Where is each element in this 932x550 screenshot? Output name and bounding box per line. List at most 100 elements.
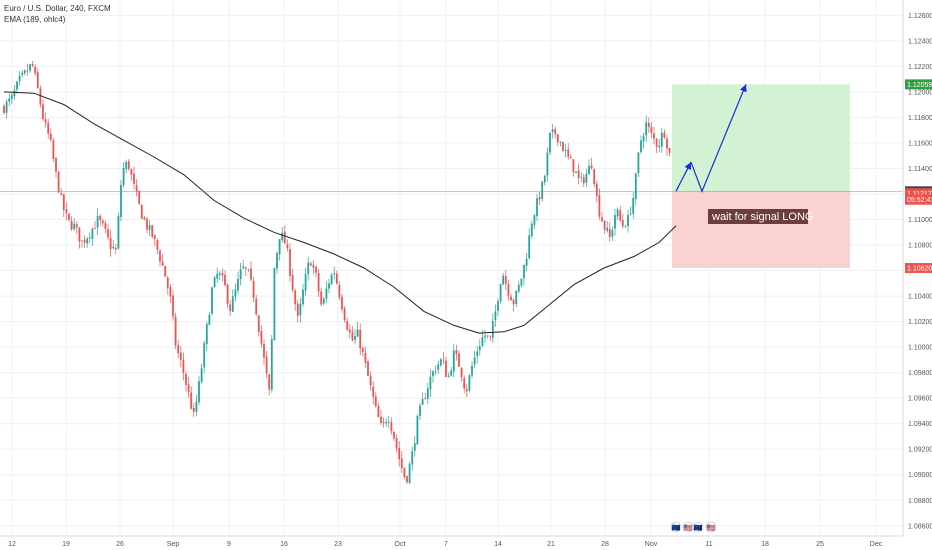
price-axis[interactable]: 1.12600 1.12400 1.12200 1.12000 1.11800 1.116…	[902, 0, 932, 550]
candle-body	[252, 280, 255, 299]
candle-body	[86, 238, 89, 244]
time-tick-label: Nov	[645, 541, 658, 548]
chart-legend: Euro / U.S. Dollar, 240, FXCM EMA (189, …	[4, 3, 111, 25]
position-zones[interactable]	[672, 84, 850, 268]
candle-body	[29, 64, 31, 71]
candle-body	[447, 375, 450, 377]
candle-body	[138, 190, 141, 204]
candle-body	[307, 262, 310, 275]
candle-body	[666, 138, 668, 149]
price-tag	[905, 188, 932, 199]
candle-body	[601, 217, 603, 222]
price-tick-label: 1.09800	[908, 370, 932, 377]
candle-body	[640, 140, 642, 152]
loss-zone	[672, 191, 850, 268]
ema-line	[3, 91, 677, 334]
projection-arrow[interactable]	[675, 84, 747, 193]
candle-body	[101, 220, 104, 224]
candle-body	[523, 264, 525, 279]
candle-body	[42, 104, 44, 120]
candle-body	[281, 232, 284, 241]
event-flag-icon: 🇺🇸	[707, 524, 716, 532]
candle-body	[302, 289, 304, 305]
symbol-title[interactable]: Euro / U.S. Dollar, 240, FXCM	[4, 4, 111, 13]
candle-body	[81, 240, 83, 242]
candle-body	[520, 278, 523, 286]
candle-body	[330, 274, 333, 285]
candle-body	[104, 223, 107, 229]
candle-body	[16, 81, 18, 90]
candle-body	[343, 308, 346, 321]
candle-body	[556, 134, 559, 143]
candle-body	[408, 463, 411, 483]
candle-body	[395, 438, 398, 449]
candle-body	[260, 331, 263, 344]
candle-body	[211, 287, 213, 314]
candle-body	[270, 339, 273, 390]
signal-note-box	[708, 209, 808, 224]
event-icons[interactable]: 🇪🇺 🇺🇸 🇪🇺 🇺🇸	[670, 521, 717, 533]
indicator-label[interactable]: EMA (189, ohlc4)	[4, 15, 66, 24]
candle-body	[146, 218, 148, 230]
candle-body	[5, 101, 8, 113]
candle-body	[8, 98, 11, 102]
candle-body	[140, 204, 143, 219]
candle-body	[629, 213, 632, 215]
candle-body	[55, 157, 57, 172]
candle-body	[471, 365, 473, 376]
candle-body	[533, 215, 536, 225]
price-tick-label: 1.11000	[908, 217, 932, 224]
candle-body	[218, 273, 221, 275]
candle-body	[60, 193, 63, 195]
candle-body	[255, 298, 258, 315]
candle-body	[296, 303, 299, 317]
candle-body	[257, 315, 260, 332]
candle-body	[668, 148, 671, 153]
candle-body	[624, 226, 627, 228]
candle-body	[549, 132, 551, 153]
candle-body	[385, 421, 388, 424]
time-tick-label: 28	[601, 541, 609, 548]
candle-body	[242, 266, 245, 269]
candle-body	[348, 329, 351, 333]
candle-body	[538, 197, 541, 200]
time-tick-label: Oct	[395, 541, 406, 548]
candle-body	[195, 401, 198, 412]
candle-body	[317, 273, 320, 292]
candle-body	[452, 350, 455, 372]
projection-leg-2	[690, 84, 747, 193]
candle-body	[265, 356, 268, 374]
candle-body	[536, 198, 538, 217]
price-tick-label: 1.12000	[908, 89, 932, 96]
candle-body	[486, 335, 489, 337]
candle-body	[73, 223, 76, 230]
time-tick-label: 26	[116, 541, 124, 548]
candle-body	[637, 152, 640, 174]
time-tick-label: 9	[227, 541, 231, 548]
candle-body	[13, 90, 16, 96]
candle-body	[546, 152, 549, 176]
candle-body	[390, 422, 393, 432]
candle-body	[603, 220, 606, 230]
candle-body	[468, 375, 471, 391]
candle-body	[507, 284, 510, 296]
time-tick-label: 25	[816, 541, 824, 548]
candle-body	[338, 284, 341, 298]
candle-body	[616, 209, 619, 217]
candle-body	[650, 126, 653, 133]
candle-body	[263, 343, 265, 358]
candle-body	[437, 364, 440, 370]
candle-body	[10, 94, 13, 100]
candle-body	[458, 353, 460, 367]
candle-body	[161, 261, 164, 266]
candle-body	[658, 145, 661, 148]
candle-body	[190, 392, 193, 409]
candle-body	[619, 210, 622, 221]
time-axis[interactable]: 12 19 26 Sep 9 16 23 Oct 7 14 21 28 Nov 11 18 25 Dec	[0, 535, 932, 550]
candle-body	[226, 284, 229, 304]
candle-body	[34, 66, 37, 74]
candle-body	[554, 128, 557, 135]
candle-body	[159, 250, 161, 262]
candle-body	[478, 346, 481, 351]
